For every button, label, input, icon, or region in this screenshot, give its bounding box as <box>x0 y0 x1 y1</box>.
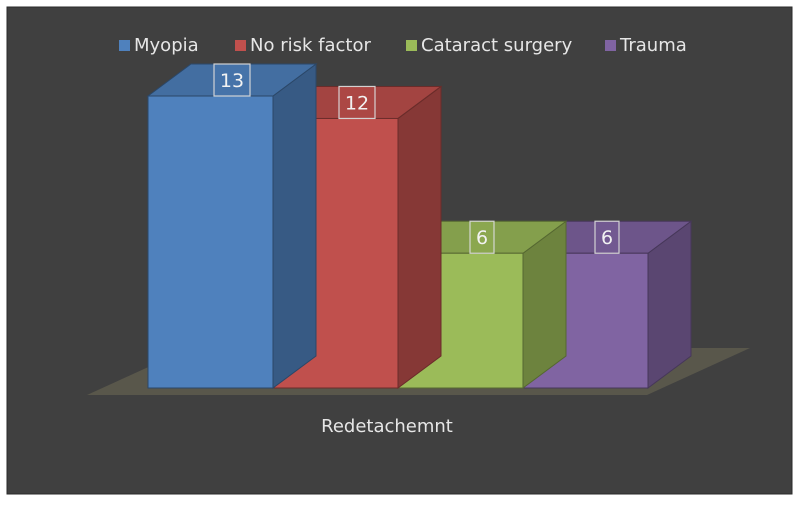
data-label-text: 6 <box>476 227 488 249</box>
data-label: 6 <box>469 220 495 254</box>
legend-label: Trauma <box>619 35 687 56</box>
legend-item: Cataract surgery <box>406 35 573 56</box>
legend-label: Cataract surgery <box>421 35 573 56</box>
legend-swatch <box>406 40 417 51</box>
bar-front-face <box>147 95 274 389</box>
x-axis-labels: Redetachemnt <box>321 416 453 437</box>
data-label-text: 12 <box>345 92 369 114</box>
data-label-text: 6 <box>601 227 613 249</box>
legend-item: No risk factor <box>235 35 371 56</box>
data-label-box <box>338 85 376 120</box>
legend-label: Myopia <box>134 35 199 56</box>
legend-swatch <box>605 40 616 51</box>
legend-item: Trauma <box>605 35 687 56</box>
legend-item: Myopia <box>119 35 199 56</box>
legend: Myopia No risk factor Cataract surgery Trau… <box>119 35 687 56</box>
x-tick-label: Redetachemnt <box>321 416 453 437</box>
data-label-box <box>594 220 620 254</box>
legend-swatch <box>119 40 130 51</box>
data-label: 6 <box>594 220 620 254</box>
data-label-text: 13 <box>220 70 244 92</box>
data-label-box <box>469 220 495 254</box>
bar-side-face <box>397 85 442 389</box>
legend-swatch <box>235 40 246 51</box>
data-label-box <box>213 63 251 97</box>
legend-label: No risk factor <box>250 35 371 56</box>
data-label: 13 <box>213 63 251 97</box>
bar-myopia <box>146 63 318 389</box>
bars-group: 13 12 6 6 <box>146 63 693 389</box>
bar-side-face <box>272 63 317 389</box>
data-label: 12 <box>338 85 376 120</box>
